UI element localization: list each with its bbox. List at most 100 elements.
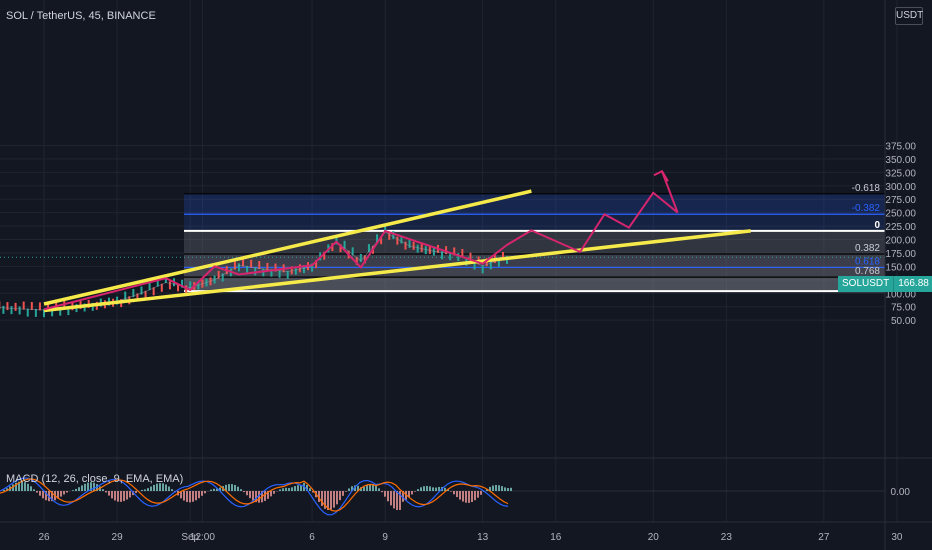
macd-histogram-bar (459, 491, 461, 500)
macd-histogram-bar (192, 491, 194, 502)
macd-histogram-bar (342, 491, 344, 496)
time-tick-label: Sep (181, 532, 199, 543)
wedge-trendlines (43, 189, 751, 313)
macd-histogram-bar (150, 486, 152, 491)
macd-histogram-bar (117, 491, 119, 502)
macd-histogram-bar (447, 489, 449, 491)
macd-histogram-bar (402, 491, 404, 502)
macd-histogram-bar (171, 489, 173, 491)
macd-histogram-bar (288, 488, 290, 491)
price-tag-symbol: SOLUSDT (838, 276, 894, 292)
macd-histogram-bar (114, 491, 116, 501)
macd-histogram-bar (135, 491, 137, 493)
macd-histogram-bar (501, 486, 503, 491)
macd-histogram-bar (480, 491, 482, 495)
macd-histogram-bar (336, 491, 338, 505)
macd-histogram-bar (51, 491, 53, 502)
macd-histogram-bar (423, 486, 425, 491)
macd-histogram-bar (39, 491, 41, 496)
macd-histogram-bar (429, 486, 431, 491)
projection-path (43, 191, 679, 311)
macd-histogram-bar (351, 486, 353, 491)
macd-histogram-bar (426, 485, 428, 491)
macd-histogram-bar (387, 491, 389, 502)
macd-histogram-bar (198, 491, 200, 499)
macd-histogram-bar (162, 483, 164, 491)
price-tick-label: 150.00 (885, 262, 916, 273)
macd-histogram-bar (105, 491, 107, 493)
macd-histogram-bar (330, 491, 332, 510)
macd-histogram-bar (420, 487, 422, 491)
macd-histogram-bar (327, 491, 329, 511)
macd-histogram-bar (12, 484, 14, 491)
macd-histogram-bar (27, 483, 29, 491)
fib-zone (184, 267, 885, 278)
macd-histogram-bar (291, 487, 293, 491)
macd-histogram-bar (453, 491, 455, 495)
time-tick-label: 30 (891, 532, 903, 543)
macd-histogram-bar (414, 491, 416, 492)
macd-histogram-bar (33, 489, 35, 491)
macd-histogram-bar (6, 488, 8, 491)
macd-histogram-bar (504, 487, 506, 491)
macd-histogram-bar (102, 489, 104, 491)
macd-histogram-bar (282, 488, 284, 491)
macd-histogram-bar (30, 486, 32, 491)
fib-zone (184, 193, 885, 215)
macd-histogram-bar (267, 491, 269, 499)
macd-histogram-bar (156, 483, 158, 491)
fib-level-label: 0.382 (855, 243, 880, 254)
macd-histogram-bar (147, 488, 149, 491)
price-tick-label: 350.00 (885, 155, 916, 166)
macd-histogram-bar (96, 484, 98, 491)
macd-histogram-bar (294, 486, 296, 491)
macd-histogram-bar (63, 491, 65, 495)
time-tick-label: 6 (309, 532, 315, 543)
price-axis: 375.00 350.00 325.00 300.00 275.00 250.00 225.… (885, 141, 916, 327)
time-tick-label: 23 (721, 532, 733, 543)
price-tick-label: 175.00 (885, 249, 916, 260)
wedge-lower-line (43, 229, 751, 313)
macd-histogram-bar (486, 489, 488, 491)
macd-histogram-bar (180, 491, 182, 499)
fib-level-label: -0.618 (852, 183, 881, 194)
wedge-upper-line (43, 189, 532, 306)
macd-histogram-bar (159, 483, 161, 491)
macd-histogram-bar (237, 486, 239, 491)
macd-histogram-bar (510, 487, 512, 491)
macd-histogram-bar (417, 489, 419, 491)
macd-histogram-bar (477, 491, 479, 498)
price-tick-label: 375.00 (885, 141, 916, 152)
fib-zone (184, 230, 885, 255)
macd-histogram-bar (297, 485, 299, 491)
price-tag-value: 166.88 (893, 276, 932, 292)
macd-histogram-bar (339, 491, 341, 501)
macd-histogram-bar (75, 488, 77, 491)
macd-histogram-bar (255, 491, 257, 503)
chart-title: SOL / TetherUS, 45, BINANCE (6, 10, 156, 22)
currency-button[interactable]: USDT (895, 7, 923, 25)
macd-histogram-bar (216, 488, 218, 491)
macd-histogram-bar (240, 489, 242, 491)
macd-histogram-bar (42, 491, 44, 499)
macd-histogram-bar (36, 491, 38, 493)
macd-histogram-bar (45, 491, 47, 501)
macd-histogram-bar (201, 491, 203, 496)
macd-histogram-bar (405, 491, 407, 500)
macd-histogram-bar (465, 491, 467, 503)
macd-histogram-bar (450, 491, 452, 492)
macd-line (0, 477, 509, 516)
macd-histogram-bar (495, 484, 497, 491)
macd-histogram-bar (462, 491, 464, 502)
macd-histogram-bar (324, 491, 326, 509)
price-tick-label: 275.00 (885, 195, 916, 206)
macd-histogram-bar (126, 491, 128, 500)
macd-histogram-bar (90, 482, 92, 491)
price-tick-label: 50.00 (891, 316, 916, 327)
macd-histogram-bar (384, 491, 386, 497)
macd-histogram-bar (66, 491, 68, 493)
price-tick-label: 250.00 (885, 209, 916, 220)
